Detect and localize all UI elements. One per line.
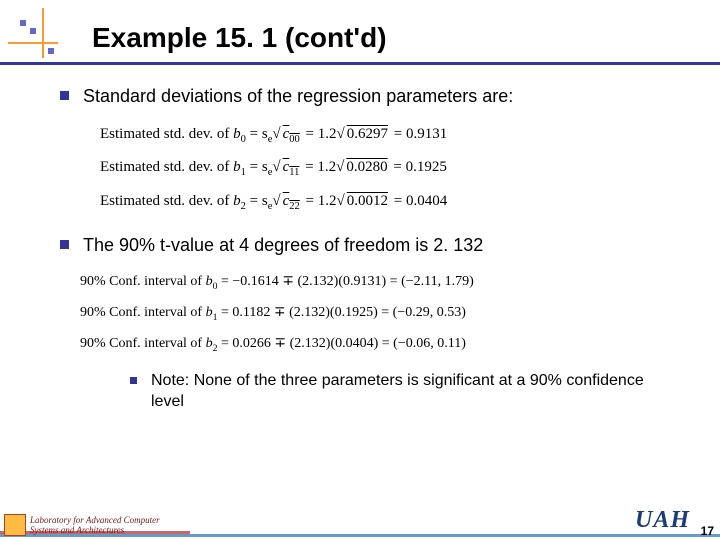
lab-line1: Laboratory for Advanced Computer: [30, 515, 160, 525]
square-bullet-icon: [130, 377, 137, 384]
footer: Laboratory for Advanced Computer Systems…: [0, 512, 720, 540]
equation-block-ci: 90% Conf. interval of b0 = −0.1614 ∓ (2.…: [80, 267, 670, 359]
square-bullet-icon: [60, 240, 69, 249]
equation-line: Estimated std. dev. of b2 = se√c22 = 1.2…: [100, 185, 670, 218]
bullet-item: Standard deviations of the regression pa…: [60, 85, 670, 108]
equation-line: 90% Conf. interval of b1 = 0.1182 ∓ (2.1…: [80, 298, 670, 329]
content-area: Standard deviations of the regression pa…: [60, 85, 670, 423]
lab-logo-icon: [4, 514, 26, 536]
bullet-item: The 90% t-value at 4 degrees of freedom …: [60, 234, 670, 257]
square-bullet-icon: [60, 91, 69, 100]
equation-block-sd: Estimated std. dev. of b0 = se√c00 = 1.2…: [100, 118, 670, 217]
uah-logo: UAH: [635, 507, 690, 534]
bullet-item-note: Note: None of the three parameters is si…: [130, 371, 670, 413]
equation-line: Estimated std. dev. of b1 = se√c11 = 1.2…: [100, 151, 670, 184]
page-number: 17: [701, 524, 714, 538]
title-rule: [0, 62, 720, 65]
equation-line: 90% Conf. interval of b0 = −0.1614 ∓ (2.…: [80, 267, 670, 298]
bullet-text: The 90% t-value at 4 degrees of freedom …: [83, 234, 483, 257]
equation-line: Estimated std. dev. of b0 = se√c00 = 1.2…: [100, 118, 670, 151]
slide-title: Example 15. 1 (cont'd): [92, 22, 387, 54]
lab-line2: Systems and Architectures: [30, 525, 124, 535]
equation-line: 90% Conf. interval of b2 = 0.0266 ∓ (2.1…: [80, 329, 670, 360]
corner-decoration: [8, 8, 58, 58]
bullet-text: Standard deviations of the regression pa…: [83, 85, 513, 108]
bullet-text: Note: None of the three parameters is si…: [151, 371, 670, 413]
lab-name: Laboratory for Advanced Computer Systems…: [30, 516, 160, 536]
